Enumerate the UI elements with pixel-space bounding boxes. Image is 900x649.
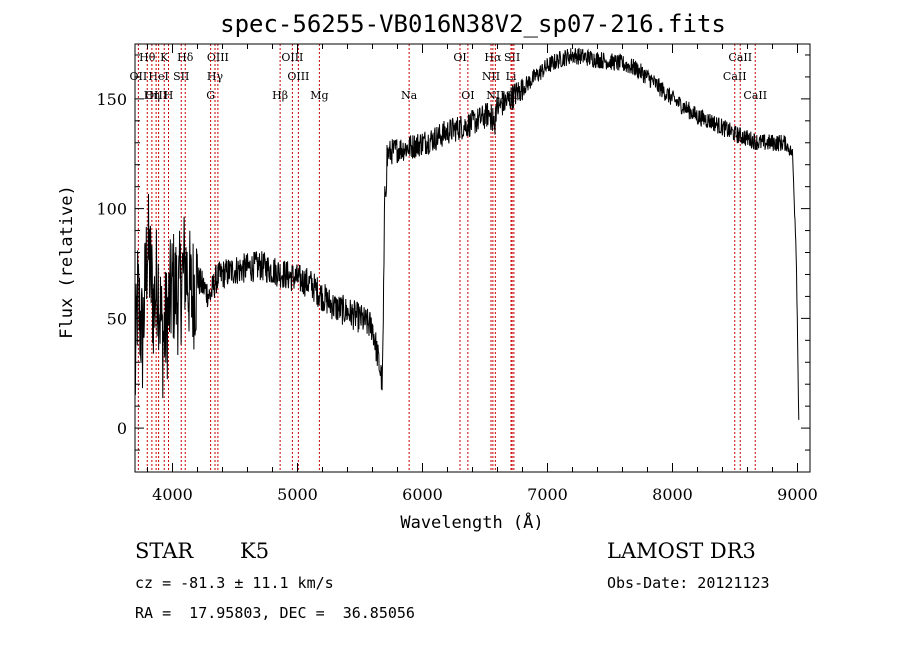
obs-date: Obs-Date: 20121123 bbox=[607, 574, 770, 592]
spectral-line-label: CaII bbox=[728, 51, 752, 64]
spectrum-line bbox=[134, 47, 800, 420]
spectral-line-label: Hδ bbox=[177, 51, 194, 64]
y-tick-label: 100 bbox=[96, 200, 127, 219]
survey-name: LAMOST DR3 bbox=[607, 539, 756, 563]
spectral-line-label: Hα bbox=[484, 51, 502, 64]
x-axis: 4000 5000 6000 7000 8000 9000 bbox=[147, 44, 818, 504]
spectral-line-label: Hγ bbox=[207, 70, 224, 83]
spectral-line-label: Na bbox=[401, 89, 418, 102]
spectral-line-label: H bbox=[164, 89, 174, 102]
x-tick-label: 7000 bbox=[527, 485, 568, 504]
spectral-line-label: OIII bbox=[207, 51, 229, 64]
y-tick-label: 150 bbox=[96, 90, 127, 109]
spectral-line-label: SII bbox=[504, 51, 520, 64]
chart-title: spec-56255-VB016N38V2_sp07-216.fits bbox=[220, 10, 726, 38]
spectral-line-label: G bbox=[206, 89, 215, 102]
x-tick-label: 5000 bbox=[277, 485, 318, 504]
spectral-line-label: NII bbox=[482, 70, 500, 83]
spectral-line-label: SII bbox=[173, 70, 189, 83]
x-tick-label: 6000 bbox=[402, 485, 443, 504]
x-tick-label: 9000 bbox=[777, 485, 818, 504]
x-axis-label: Wavelength (Å) bbox=[400, 511, 543, 533]
spectrum-chart: spec-56255-VB016N38V2_sp07-216.fits Hθ K H… bbox=[57, 10, 818, 533]
spectral-line-label: NII bbox=[486, 89, 504, 102]
spectral-line-label: OI bbox=[453, 51, 466, 64]
spectral-line-label: Mg bbox=[310, 89, 328, 102]
y-tick-label: 50 bbox=[107, 309, 127, 328]
object-subclass: K5 bbox=[240, 539, 270, 563]
redshift-readout: cz = -81.3 ± 11.1 km/s bbox=[135, 574, 334, 592]
y-axis-label: Flux (relative) bbox=[57, 185, 77, 339]
x-tick-label: 4000 bbox=[152, 485, 193, 504]
spectral-line-label: OIII bbox=[145, 89, 167, 102]
y-axis: 0 50 100 150 bbox=[96, 54, 810, 451]
spectral-line-label: CaII bbox=[743, 89, 767, 102]
y-tick-label: 0 bbox=[117, 419, 127, 438]
x-tick-label: 8000 bbox=[652, 485, 693, 504]
spectral-line-label: OIII bbox=[281, 51, 303, 64]
spectrum-series bbox=[134, 47, 800, 420]
spectral-line-label: Hθ bbox=[139, 51, 156, 64]
spectral-line-label: OIII bbox=[287, 70, 309, 83]
spectral-line-label: Li bbox=[506, 70, 517, 83]
coordinates: RA = 17.95803, DEC = 36.85056 bbox=[135, 604, 415, 622]
spectral-line-label: K bbox=[160, 51, 169, 64]
spectral-line-label: HeI bbox=[148, 70, 168, 83]
spectral-line-label: Hη bbox=[144, 89, 160, 102]
spectral-line-label: Hβ bbox=[272, 89, 288, 102]
spectral-line-label: OI bbox=[461, 89, 474, 102]
object-class: STAR bbox=[135, 539, 194, 563]
spectral-line-label: CaII bbox=[723, 70, 747, 83]
